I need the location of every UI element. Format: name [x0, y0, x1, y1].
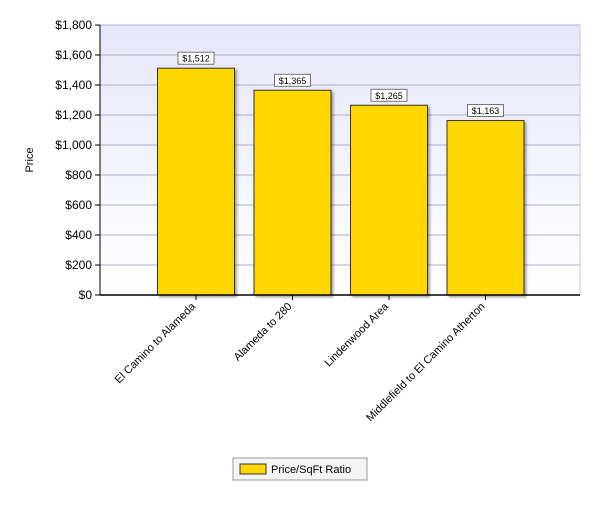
- bar: [253, 89, 332, 296]
- bars: [157, 67, 525, 296]
- y-tick-label: $0: [79, 288, 93, 302]
- y-axis-title: Price: [24, 147, 36, 172]
- y-tick-label: $600: [65, 198, 92, 212]
- y-tick-label: $1,400: [55, 78, 92, 92]
- x-tick-label: El Camino to Alameda: [113, 300, 199, 386]
- bar: [157, 67, 235, 296]
- legend: Price/SqFt Ratio: [232, 457, 368, 481]
- x-axis-ticks: El Camino to Alameda Alameda to 280 Linden…: [113, 295, 488, 424]
- data-label-box: [467, 104, 504, 117]
- data-label: $1,365: [279, 76, 307, 86]
- y-tick-label: $200: [65, 258, 92, 272]
- y-tick-label: $800: [65, 168, 92, 182]
- y-tick-label: $1,200: [55, 108, 92, 122]
- data-label: $1,512: [182, 54, 210, 64]
- legend-label: Price/SqFt Ratio: [271, 464, 351, 476]
- y-tick-label: $400: [65, 228, 92, 242]
- legend-swatch: [239, 463, 267, 475]
- x-tick-label: Alameda to 280: [232, 301, 295, 364]
- y-tick-label: $1,800: [55, 18, 92, 32]
- y-axis-ticks: $0 $200 $400 $600 $800 $1,000 $1,200 $1,400 $1,6…: [55, 18, 100, 302]
- bar: [350, 104, 428, 296]
- data-label-box: [370, 88, 408, 102]
- data-label: $1,163: [472, 106, 500, 116]
- data-label-box: [274, 73, 311, 87]
- y-tick-label: $1,600: [55, 48, 92, 62]
- data-labels: $1,512 $1,365 $1,265 $1,163: [177, 51, 504, 117]
- x-tick-label: Lindenwood Area: [323, 300, 392, 369]
- data-label: $1,265: [375, 91, 403, 101]
- data-label-box: [177, 51, 215, 65]
- y-tick-label: $1,000: [55, 138, 92, 152]
- bar: [446, 120, 525, 296]
- x-tick-label: Middlefield to El Camino Atherton: [364, 301, 488, 425]
